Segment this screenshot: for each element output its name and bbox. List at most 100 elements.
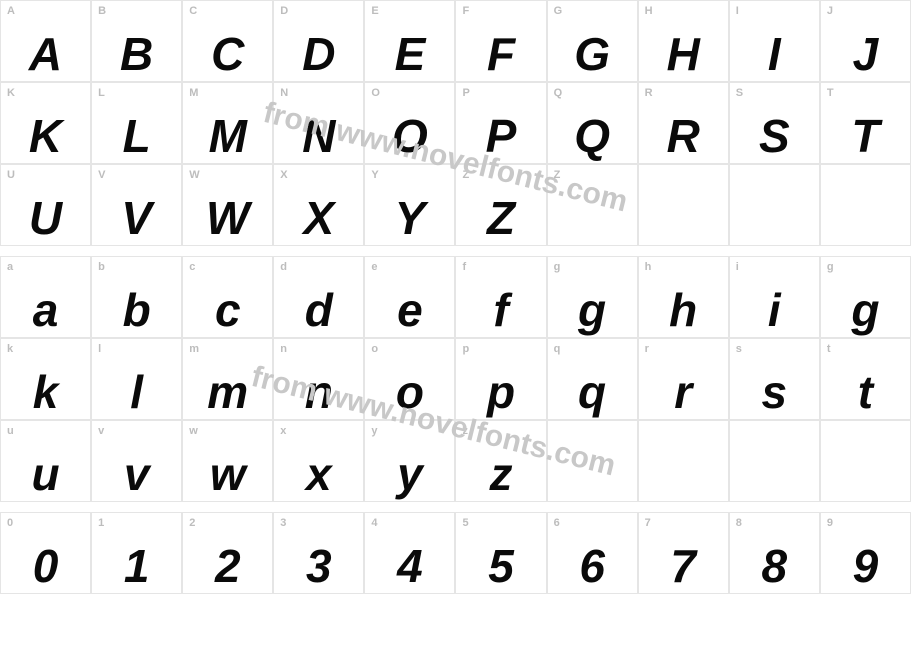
glyph-cell [638,420,729,502]
cell-label: 0 [7,517,13,529]
glyph-row: KKLLMMNNOOPPQQRRSSTT [0,82,911,164]
cell-label: y [371,425,377,437]
cell-glyph: L [92,113,181,159]
glyph-cell: ww [182,420,273,502]
glyph-cell: PP [455,82,546,164]
glyph-cell: BB [91,0,182,82]
glyph-cell: 77 [638,512,729,594]
cell-label: m [189,343,199,355]
glyph-cell: QQ [547,82,638,164]
cell-glyph: I [730,31,819,77]
cell-label: z [462,425,468,437]
cell-glyph: N [274,113,363,159]
glyph-cell: SS [729,82,820,164]
glyph-cell: UU [0,164,91,246]
glyph-cell: 66 [547,512,638,594]
cell-label: r [645,343,650,355]
glyph-cell: qq [547,338,638,420]
cell-glyph: o [365,369,454,415]
cell-glyph: 6 [548,543,637,589]
cell-label: 4 [371,517,377,529]
glyph-cell: bb [91,256,182,338]
cell-label: u [7,425,14,437]
cell-label: o [371,343,378,355]
cell-glyph: M [183,113,272,159]
cell-label: h [645,261,652,273]
cell-glyph: f [456,287,545,333]
cell-label: E [371,5,379,17]
glyph-cell: JJ [820,0,911,82]
section-lowercase: aabbccddeeffgghhiiggkkllmmnnooppqqrrsstt… [0,256,911,502]
glyph-cell: FF [455,0,546,82]
font-character-map: AABBCCDDEEFFGGHHIIJJKKLLMMNNOOPPQQRRSSTT… [0,0,911,594]
cell-label: a [7,261,13,273]
cell-glyph: r [639,369,728,415]
cell-glyph: 2 [183,543,272,589]
cell-label: S [736,87,744,99]
glyph-cell: tt [820,338,911,420]
cell-glyph: z [456,451,545,497]
cell-glyph: Y [365,195,454,241]
glyph-cell: ff [455,256,546,338]
cell-glyph: b [92,287,181,333]
cell-label: v [98,425,104,437]
cell-glyph: 7 [639,543,728,589]
cell-glyph: v [92,451,181,497]
cell-glyph: n [274,369,363,415]
cell-label: V [98,169,106,181]
glyph-cell: HH [638,0,729,82]
cell-label: g [827,261,834,273]
cell-label: D [280,5,288,17]
glyph-cell: RR [638,82,729,164]
cell-label: k [7,343,13,355]
cell-glyph: E [365,31,454,77]
cell-glyph: c [183,287,272,333]
cell-label: O [371,87,380,99]
cell-label: J [827,5,833,17]
cell-label: d [280,261,287,273]
glyph-cell: kk [0,338,91,420]
glyph-cell: WW [182,164,273,246]
section-digits: 00112233445566778899 [0,512,911,594]
glyph-cell: vv [91,420,182,502]
cell-glyph: i [730,287,819,333]
cell-label: Q [554,87,563,99]
glyph-cell: hh [638,256,729,338]
cell-glyph: m [183,369,272,415]
cell-glyph: T [821,113,910,159]
cell-glyph: p [456,369,545,415]
glyph-cell: OO [364,82,455,164]
glyph-cell: LL [91,82,182,164]
glyph-cell: yy [364,420,455,502]
cell-glyph: q [548,369,637,415]
glyph-cell: 44 [364,512,455,594]
cell-glyph: Z [456,195,545,241]
cell-glyph: F [456,31,545,77]
glyph-cell [820,164,911,246]
cell-label: Z [462,169,469,181]
cell-label: K [7,87,15,99]
cell-glyph: J [821,31,910,77]
glyph-cell [729,420,820,502]
glyph-cell [729,164,820,246]
cell-glyph: k [1,369,90,415]
cell-label: 2 [189,517,195,529]
glyph-cell: GG [547,0,638,82]
glyph-cell: dd [273,256,364,338]
glyph-cell: DD [273,0,364,82]
glyph-cell: mm [182,338,273,420]
glyph-cell: 22 [182,512,273,594]
cell-glyph: B [92,31,181,77]
cell-glyph: U [1,195,90,241]
glyph-cell [547,420,638,502]
cell-label: x [280,425,286,437]
cell-glyph: x [274,451,363,497]
glyph-cell: ii [729,256,820,338]
cell-glyph: H [639,31,728,77]
glyph-cell: xx [273,420,364,502]
glyph-cell [638,164,729,246]
cell-glyph: 1 [92,543,181,589]
glyph-cell: YY [364,164,455,246]
glyph-cell: 99 [820,512,911,594]
glyph-cell: KK [0,82,91,164]
